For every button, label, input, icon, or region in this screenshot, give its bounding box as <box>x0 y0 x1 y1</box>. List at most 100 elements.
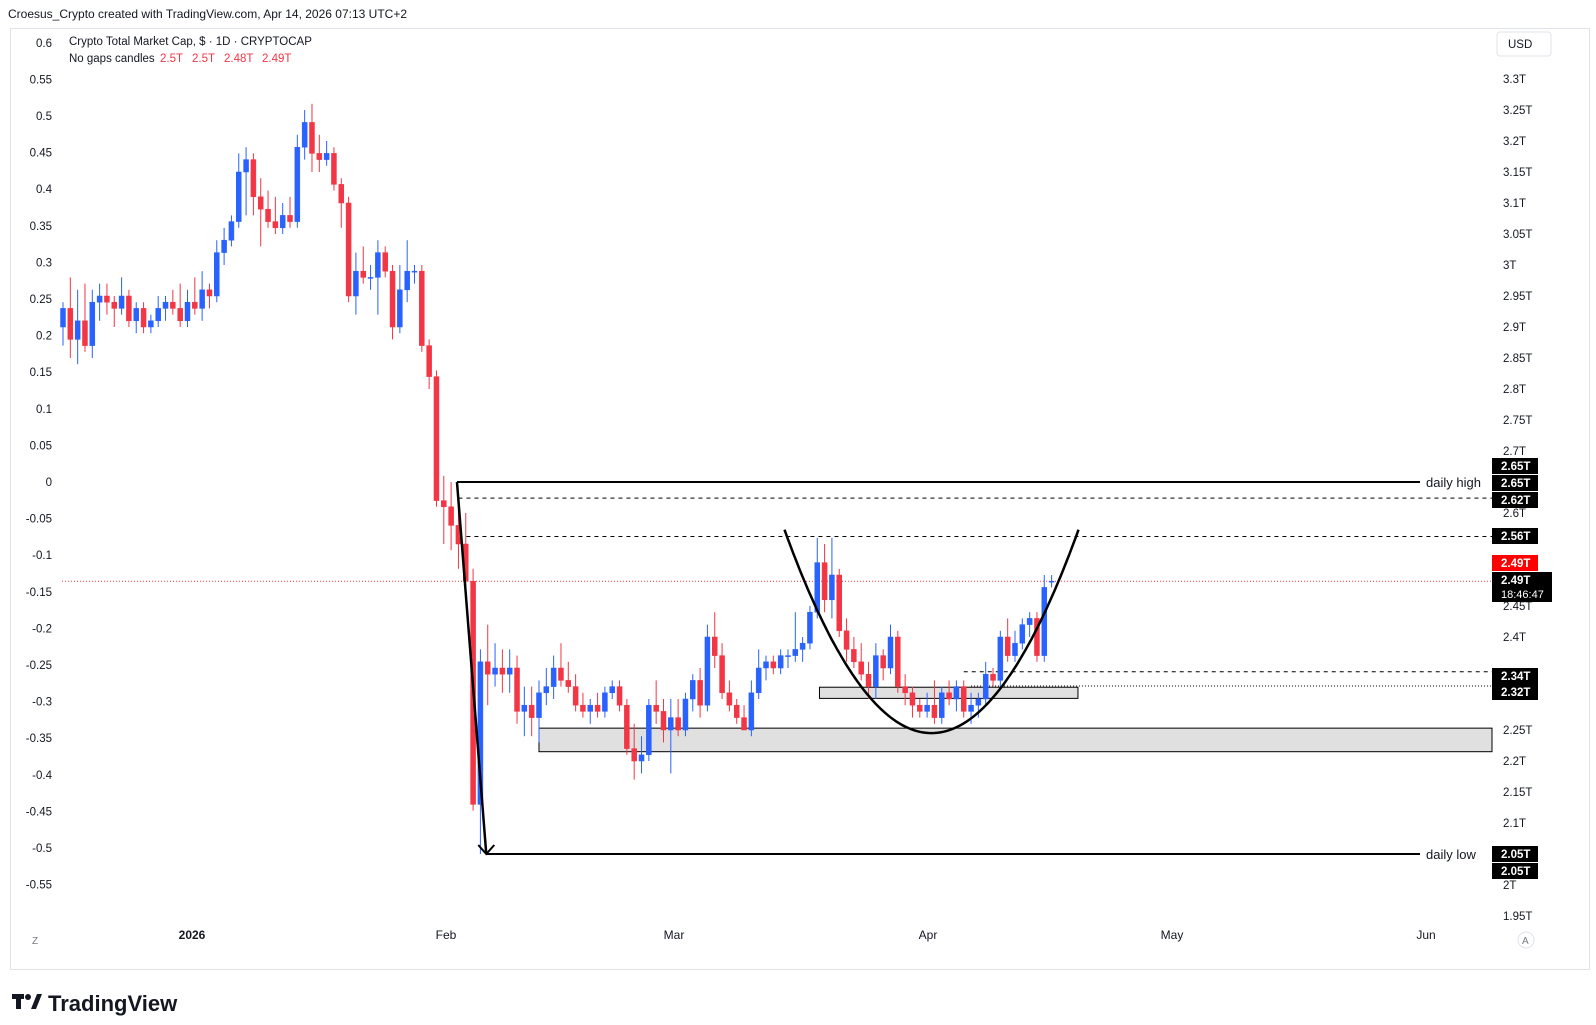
price-tag-label: 2.65T <box>1501 461 1530 473</box>
candle-body <box>272 221 279 229</box>
candle-body <box>851 649 857 663</box>
left-tick-label: -0.5 <box>32 843 52 855</box>
candle-body <box>250 159 257 198</box>
time-label: Jun <box>1416 928 1435 942</box>
right-tick-label: 3.1T <box>1503 198 1526 210</box>
candle-body <box>580 704 586 712</box>
candle-body <box>939 692 945 718</box>
candle-body <box>243 159 249 173</box>
candle-body <box>690 680 696 700</box>
candle-body <box>616 686 623 706</box>
candle-body <box>140 308 147 328</box>
candle-body <box>909 692 916 706</box>
candle-body <box>118 295 125 309</box>
right-tick-label: 2.15T <box>1503 787 1532 799</box>
candle-body <box>514 667 520 712</box>
right-tick-label: 2.75T <box>1503 415 1532 427</box>
candle-body <box>946 692 952 700</box>
candle-body <box>82 320 88 346</box>
price-tag-label: 2.62T <box>1501 495 1530 507</box>
left-tick-label: 0.6 <box>36 38 52 50</box>
left-tick-label: -0.15 <box>26 587 52 599</box>
candle-body <box>199 289 205 309</box>
drawings <box>455 481 1080 856</box>
candle-body <box>550 667 557 687</box>
candle-body <box>1019 624 1026 644</box>
candle-body <box>682 698 689 731</box>
candle-body <box>902 686 908 694</box>
candle-body <box>192 301 198 309</box>
right-tick-label: 2.8T <box>1503 384 1526 396</box>
left-tick-label: -0.4 <box>32 770 52 782</box>
candle-body <box>338 184 345 204</box>
candle-body <box>265 208 271 222</box>
candle-body <box>982 673 989 700</box>
right-tick-label: 3T <box>1503 260 1516 272</box>
z-button[interactable]: Z <box>28 932 44 948</box>
candle-body <box>726 692 733 706</box>
time-label: 2026 <box>179 928 206 942</box>
left-tick-label: -0.05 <box>26 514 52 526</box>
candle-body <box>214 252 220 297</box>
left-tick-label: 0.4 <box>36 184 53 196</box>
candle-body <box>924 704 930 712</box>
candle-body <box>953 686 960 700</box>
candle-body <box>228 221 235 241</box>
left-axis: 0.6 0.55 0.5 0.45 0.4 0.35 0.3 0.25 0.2 0.15 0.1 0.… <box>26 38 53 892</box>
left-tick-label: 0.15 <box>30 367 52 379</box>
legend: Crypto Total Market Cap, $ · 1D · CRYPTO… <box>69 36 312 65</box>
arrow-head <box>477 844 496 856</box>
price-tag <box>1492 555 1538 571</box>
candle-body <box>572 686 579 706</box>
candle-body <box>770 661 777 669</box>
candle-body <box>960 686 967 712</box>
chart-canvas[interactable]: 0.6 0.55 0.5 0.45 0.4 0.35 0.3 0.25 0.2 0.15 0.1 0.… <box>0 0 1596 990</box>
currency-button[interactable]: USD <box>1496 31 1552 57</box>
left-tick-label: 0.3 <box>36 257 52 269</box>
candle-body <box>484 661 491 675</box>
chart-frame <box>10 28 1590 970</box>
right-tick-label: 3.3T <box>1503 74 1526 86</box>
candle-body <box>675 717 681 731</box>
candle-body <box>873 655 879 687</box>
candle-body <box>111 301 118 309</box>
right-tick-label: 2.7T <box>1503 446 1526 458</box>
candle-body <box>60 308 66 328</box>
left-tick-label: -0.3 <box>32 697 52 709</box>
candle-body <box>638 754 645 762</box>
candle-body <box>895 636 901 687</box>
right-tick-label: 2T <box>1503 880 1516 892</box>
candle-body <box>133 308 139 322</box>
candle-body <box>448 506 454 526</box>
z-label: Z <box>32 936 38 947</box>
auto-scale-button[interactable]: A <box>1517 931 1535 949</box>
left-tick-label: 0.1 <box>36 404 52 416</box>
candle-body <box>506 667 513 675</box>
right-tick-label: 2.95T <box>1503 291 1532 303</box>
candle-body <box>353 270 359 297</box>
countdown-label: 18:46:47 <box>1501 589 1544 601</box>
cup-curve <box>783 529 1080 735</box>
candle-body <box>433 376 440 501</box>
symbol-line: Crypto Total Market Cap, $ · 1D · CRYPTO… <box>69 36 312 48</box>
candle-body <box>807 611 813 644</box>
candle-body <box>499 667 506 675</box>
candle-body <box>397 289 403 328</box>
candle-body <box>89 301 96 346</box>
level-annotation: daily high <box>1426 475 1481 490</box>
candle-body <box>309 122 315 154</box>
candle-body <box>367 277 374 279</box>
candles-label: No gaps candles <box>69 53 155 65</box>
left-tick-label: -0.45 <box>26 806 52 818</box>
level-annotation: daily low <box>1426 847 1476 862</box>
candle-body <box>594 704 601 712</box>
tradingview-logo[interactable]: TradingView <box>12 990 177 1018</box>
candle-body <box>184 301 191 322</box>
tradingview-logo-icon <box>12 990 42 1018</box>
candle-body <box>755 667 762 694</box>
candle-body <box>419 270 425 346</box>
candle-body <box>799 642 806 650</box>
candle-body <box>543 686 550 694</box>
price-tag-label: 2.05T <box>1501 866 1530 878</box>
candle-body <box>565 680 572 687</box>
